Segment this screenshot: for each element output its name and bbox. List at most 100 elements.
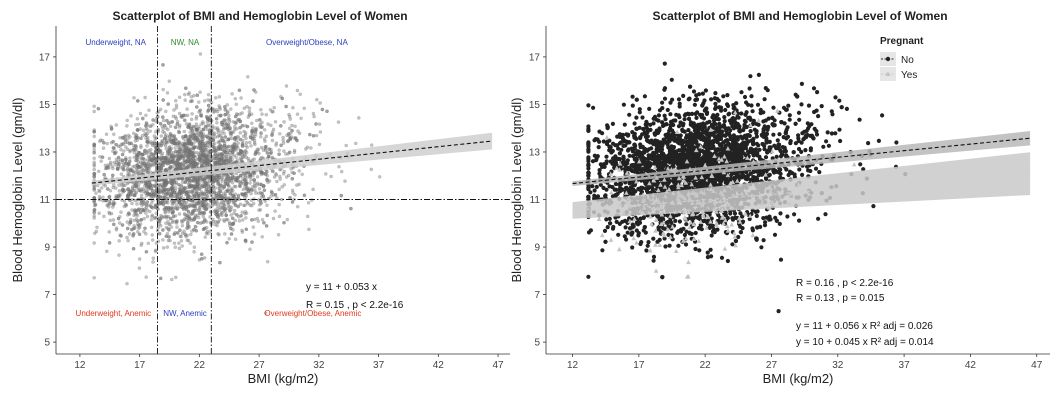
- data-point: [112, 146, 115, 149]
- data-point: [93, 135, 96, 138]
- data-point: [202, 215, 205, 218]
- left-x-tick-label: 37: [373, 360, 385, 371]
- data-point: [204, 155, 207, 158]
- data-point: [266, 214, 269, 217]
- data-point: [106, 187, 109, 190]
- data-point: [261, 218, 264, 221]
- data-point: [93, 168, 96, 171]
- data-point: [248, 113, 251, 116]
- data-point: [128, 157, 131, 160]
- data-point: [271, 170, 274, 173]
- data-point: [224, 182, 227, 185]
- data-point: [161, 139, 164, 142]
- data-point-no: [713, 91, 717, 95]
- data-point: [143, 227, 146, 230]
- data-point: [205, 135, 208, 138]
- data-point: [218, 193, 221, 196]
- data-point: [343, 180, 346, 183]
- data-point: [254, 128, 257, 131]
- data-point: [232, 130, 235, 133]
- data-point: [197, 101, 200, 104]
- data-point: [214, 96, 217, 99]
- data-point: [309, 146, 312, 149]
- left-x-tick-label: 17: [134, 360, 146, 371]
- data-point: [187, 195, 190, 198]
- data-point: [227, 149, 230, 152]
- data-point: [240, 229, 243, 232]
- data-point-no: [693, 103, 697, 107]
- data-point: [252, 197, 255, 200]
- data-point: [217, 232, 220, 235]
- data-point: [296, 130, 299, 133]
- data-point: [192, 177, 195, 180]
- data-point: [120, 184, 123, 187]
- data-point: [130, 142, 133, 145]
- data-point: [209, 221, 212, 224]
- data-point: [233, 195, 236, 198]
- data-point: [93, 105, 96, 108]
- data-point: [228, 237, 231, 240]
- left-correlation-label: R = 0.15 , p < 2.2e-16: [306, 300, 404, 311]
- data-point: [93, 110, 96, 113]
- data-point: [158, 151, 161, 154]
- data-point: [189, 127, 192, 130]
- data-point: [149, 130, 152, 133]
- data-point: [293, 149, 296, 152]
- data-point: [206, 232, 209, 235]
- data-point: [140, 244, 143, 247]
- data-point: [224, 113, 227, 116]
- left-y-tick-label: 7: [44, 290, 50, 301]
- data-point: [231, 145, 234, 148]
- data-point: [183, 159, 186, 162]
- data-point: [221, 139, 224, 142]
- data-point: [258, 118, 261, 121]
- data-point-no: [683, 117, 687, 121]
- data-point-no: [694, 231, 698, 235]
- data-point-no: [694, 116, 698, 120]
- data-point: [102, 147, 105, 150]
- data-point: [134, 144, 137, 147]
- data-point: [203, 99, 206, 102]
- data-point: [201, 150, 204, 153]
- data-point-no: [748, 74, 752, 78]
- data-point: [337, 121, 340, 124]
- data-point: [167, 206, 170, 209]
- data-point: [93, 187, 96, 190]
- data-point: [239, 126, 242, 129]
- data-point-no: [693, 247, 697, 251]
- data-point: [242, 156, 245, 159]
- data-point: [272, 128, 275, 131]
- data-point: [199, 114, 202, 117]
- data-point: [224, 207, 227, 210]
- data-point: [133, 156, 136, 159]
- data-point: [159, 195, 162, 198]
- data-point: [169, 217, 172, 220]
- data-point-no: [788, 113, 792, 117]
- data-point: [117, 254, 120, 257]
- data-point: [230, 213, 233, 216]
- data-point: [185, 201, 188, 204]
- data-point: [310, 199, 313, 202]
- data-point: [162, 119, 165, 122]
- data-point: [184, 99, 187, 102]
- data-point: [234, 121, 237, 124]
- data-point: [160, 134, 163, 137]
- data-point: [291, 200, 294, 203]
- data-point: [254, 192, 257, 195]
- data-point: [121, 153, 124, 156]
- data-point: [134, 123, 137, 126]
- data-point: [296, 113, 299, 116]
- data-point: [154, 249, 157, 252]
- data-point: [121, 223, 124, 226]
- data-point: [238, 185, 241, 188]
- data-point: [312, 188, 315, 191]
- data-point: [169, 125, 172, 128]
- data-point: [93, 208, 96, 211]
- data-point: [260, 113, 263, 116]
- data-point: [151, 238, 154, 241]
- data-point: [146, 171, 149, 174]
- data-point: [265, 170, 268, 173]
- data-point: [291, 129, 294, 132]
- data-point: [166, 192, 169, 195]
- data-point: [186, 108, 189, 111]
